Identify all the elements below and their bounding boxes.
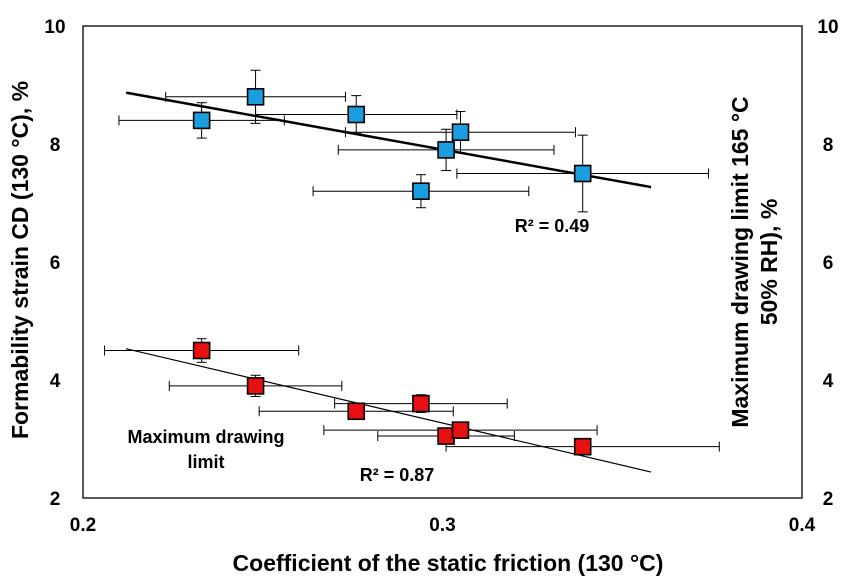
annotation-max-drawing-line1: Maximum drawing <box>127 427 284 447</box>
y-right-tick-label: 6 <box>823 253 834 274</box>
y-left-tick-label: 2 <box>50 489 61 510</box>
y-left-tick-label: 4 <box>50 371 61 392</box>
data-point-series-0 <box>573 164 592 183</box>
y-axis-left-title: Formability strain CD (130 °C), % <box>7 81 33 439</box>
y-axis-right-title-line2: 50% RH), % <box>756 199 782 326</box>
data-point-series-0 <box>192 111 211 130</box>
annotation-max-drawing-line2: limit <box>187 452 224 472</box>
y-right-tick-label: 8 <box>823 135 834 156</box>
x-tick-label: 0.4 <box>789 515 816 536</box>
x-axis-title: Coefficient of the static friction (130 … <box>233 550 664 576</box>
data-point-series-1 <box>573 437 592 456</box>
data-point-series-1 <box>246 377 265 395</box>
data-point-series-1 <box>347 402 366 421</box>
r2-label-red: R² = 0.87 <box>360 465 435 485</box>
data-point-series-0 <box>451 123 470 141</box>
y-left-tick-label: 8 <box>50 135 61 156</box>
y-right-tick-label: 2 <box>823 489 834 510</box>
data-point-series-1 <box>451 421 470 439</box>
y-right-tick-label: 4 <box>823 371 834 392</box>
data-point-series-0 <box>437 141 455 159</box>
plot-area-frame <box>82 25 803 499</box>
data-point-series-0 <box>347 105 366 124</box>
trendlines <box>125 91 652 473</box>
r2-label-blue: R² = 0.49 <box>515 216 590 236</box>
trendline-series-1 <box>126 348 652 473</box>
data-points <box>192 88 592 456</box>
x-tick-label: 0.2 <box>70 515 96 536</box>
data-point-series-0 <box>412 182 430 200</box>
y-right-tick-label: 10 <box>817 17 838 38</box>
y-axis-right-title-line1: Maximum drawing limit 165 °C <box>727 96 753 427</box>
data-point-series-1 <box>412 394 430 413</box>
y-left-tick-label: 6 <box>50 253 61 274</box>
tick-labels: 0.2 0.3 0.4 2 4 6 8 10 2 4 6 8 10 <box>44 17 838 536</box>
trendline-series-0 <box>125 91 652 189</box>
y-left-tick-label: 10 <box>44 17 65 38</box>
data-point-series-0 <box>246 88 265 106</box>
data-point-series-1 <box>192 341 211 360</box>
x-tick-label: 0.3 <box>429 515 455 536</box>
